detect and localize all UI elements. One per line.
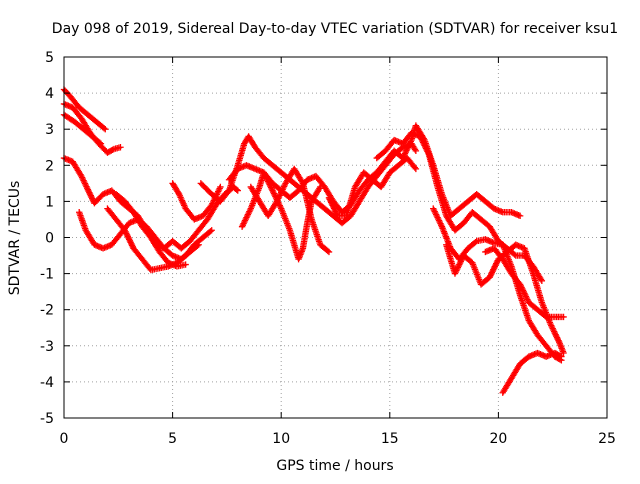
data-point bbox=[316, 185, 323, 192]
data-point bbox=[233, 186, 240, 193]
data-point bbox=[516, 212, 524, 220]
series-arc-16 bbox=[443, 241, 567, 357]
y-tick-label: -4 bbox=[40, 375, 54, 391]
x-tick-label: 15 bbox=[381, 431, 399, 447]
y-tick-label: 2 bbox=[45, 158, 54, 174]
series-arc-3 bbox=[60, 111, 105, 147]
x-tick-label: 25 bbox=[598, 431, 616, 447]
y-tick-label: 5 bbox=[45, 50, 54, 66]
series-arc-7 bbox=[112, 190, 189, 270]
y-tick-label: 1 bbox=[45, 194, 54, 210]
data-point bbox=[511, 251, 518, 258]
x-tick-label: 20 bbox=[489, 431, 507, 447]
x-tick-label: 10 bbox=[272, 431, 290, 447]
y-tick-label: 4 bbox=[45, 86, 54, 102]
data-point bbox=[412, 147, 420, 155]
data-point bbox=[298, 178, 306, 186]
series-arc-18 bbox=[499, 349, 565, 396]
series-arc-13 bbox=[325, 154, 420, 220]
series-arc-6 bbox=[104, 205, 215, 274]
data-point bbox=[100, 124, 108, 132]
data-point bbox=[182, 261, 189, 268]
data-point bbox=[234, 187, 241, 194]
x-tick-label: 0 bbox=[60, 431, 69, 447]
data-point bbox=[411, 164, 418, 171]
chart-title: Day 098 of 2019, Sidereal Day-to-day VTE… bbox=[52, 21, 618, 37]
data-point bbox=[208, 227, 215, 234]
data-point bbox=[412, 165, 420, 173]
data-point bbox=[317, 183, 324, 191]
series-arc-17 bbox=[482, 245, 567, 321]
data-point bbox=[217, 183, 224, 191]
data-point bbox=[117, 144, 124, 151]
series-arc-14 bbox=[373, 129, 546, 285]
data-point bbox=[109, 146, 116, 153]
y-tick-label: 0 bbox=[45, 231, 54, 247]
data-point bbox=[556, 352, 564, 360]
y-tick-label: -5 bbox=[40, 411, 54, 427]
y-tick-label: 3 bbox=[45, 122, 54, 138]
series-arc-5 bbox=[76, 209, 202, 263]
data-point bbox=[560, 313, 567, 321]
data-point bbox=[560, 349, 567, 357]
data-point bbox=[102, 126, 109, 133]
data-point bbox=[324, 247, 331, 255]
y-axis-label: SDTVAR / TECUs bbox=[7, 181, 23, 296]
data-point bbox=[558, 353, 565, 360]
y-tick-label: -3 bbox=[40, 339, 54, 355]
y-tick-label: -1 bbox=[40, 267, 54, 283]
y-tick-label: -2 bbox=[40, 303, 54, 319]
data-point bbox=[96, 139, 103, 146]
data-point bbox=[472, 238, 479, 246]
data-series bbox=[60, 86, 567, 396]
data-point bbox=[207, 228, 214, 235]
data-point bbox=[411, 146, 419, 153]
series-arc-12 bbox=[247, 165, 333, 256]
x-tick-label: 5 bbox=[168, 431, 177, 447]
x-axis-label: GPS time / hours bbox=[276, 458, 393, 474]
data-point bbox=[325, 248, 333, 256]
data-point bbox=[541, 312, 549, 320]
data-point bbox=[538, 277, 546, 285]
data-point bbox=[537, 276, 545, 283]
data-point bbox=[97, 140, 105, 147]
